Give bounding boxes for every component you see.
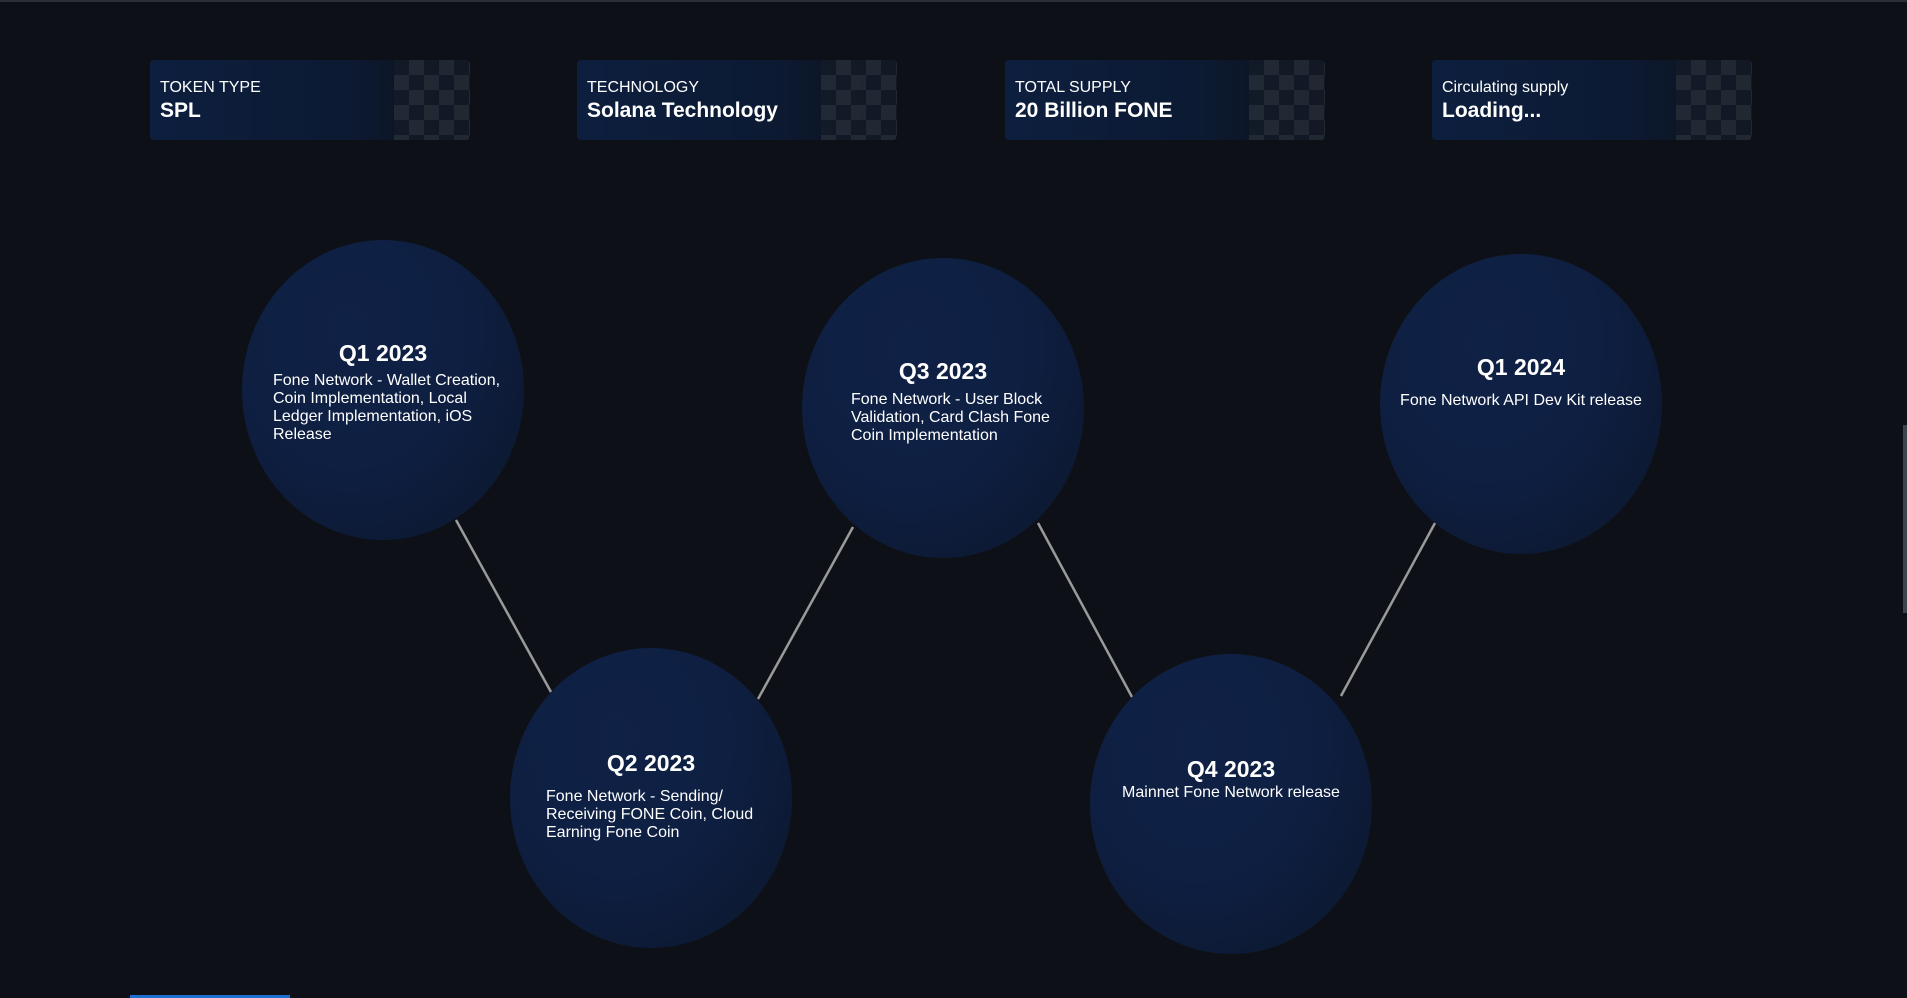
connector-line [454, 519, 553, 693]
connector-line [1036, 522, 1134, 698]
milestone-q1-2024: Q1 2024 Fone Network API Dev Kit release [1380, 254, 1662, 554]
milestone-q1-2023: Q1 2023 Fone Network - Wallet Creation, … [242, 240, 524, 540]
milestone-title: Q4 2023 [1186, 756, 1276, 782]
milestone-title: Q3 2023 [898, 358, 988, 384]
milestone-q3-2023: Q3 2023 Fone Network - User Block Valida… [802, 258, 1084, 558]
milestone-description: Fone Network - Wallet Creation, Coin Imp… [273, 372, 501, 443]
milestone-q4-2023: Q4 2023 Mainnet Fone Network release [1090, 654, 1372, 954]
milestone-q2-2023: Q2 2023 Fone Network - Sending/ Receivin… [510, 648, 792, 948]
stat-value: SPL [160, 99, 201, 122]
stat-card-total-supply: TOTAL SUPPLY 20 Billion FONE [1005, 60, 1325, 140]
checker-pattern [821, 60, 897, 140]
stat-label: Circulating supply [1442, 79, 1569, 96]
milestone-description: Fone Network - Sending/ Receiving FONE C… [546, 788, 754, 841]
connector-line [1339, 522, 1437, 697]
bottom-accent-bar [130, 995, 290, 998]
stat-value: Loading... [1442, 99, 1542, 122]
milestone-title: Q1 2024 [1476, 354, 1566, 380]
milestone-description: Fone Network API Dev Kit release [1400, 392, 1642, 409]
stat-label: TOKEN TYPE [160, 79, 261, 96]
stat-label: TOTAL SUPPLY [1015, 79, 1131, 96]
checker-pattern [394, 60, 470, 140]
scrollbar-thumb[interactable] [1903, 425, 1907, 613]
stat-card-circulating-supply: Circulating supply Loading... [1432, 60, 1752, 140]
checker-pattern [1249, 60, 1325, 140]
stat-card-token-type: TOKEN TYPE SPL [150, 60, 470, 140]
milestone-description: Mainnet Fone Network release [1122, 784, 1340, 801]
stat-value: 20 Billion FONE [1015, 99, 1173, 122]
milestone-description: Fone Network - User Block Validation, Ca… [851, 391, 1050, 444]
milestone-title: Q2 2023 [606, 750, 696, 776]
stat-card-technology: TECHNOLOGY Solana Technology [577, 60, 897, 140]
stat-label: TECHNOLOGY [587, 79, 700, 96]
stat-value: Solana Technology [587, 99, 778, 122]
connector-line [756, 526, 855, 700]
milestone-title: Q1 2023 [338, 340, 428, 366]
top-border [0, 0, 1907, 2]
checker-pattern [1676, 60, 1752, 140]
